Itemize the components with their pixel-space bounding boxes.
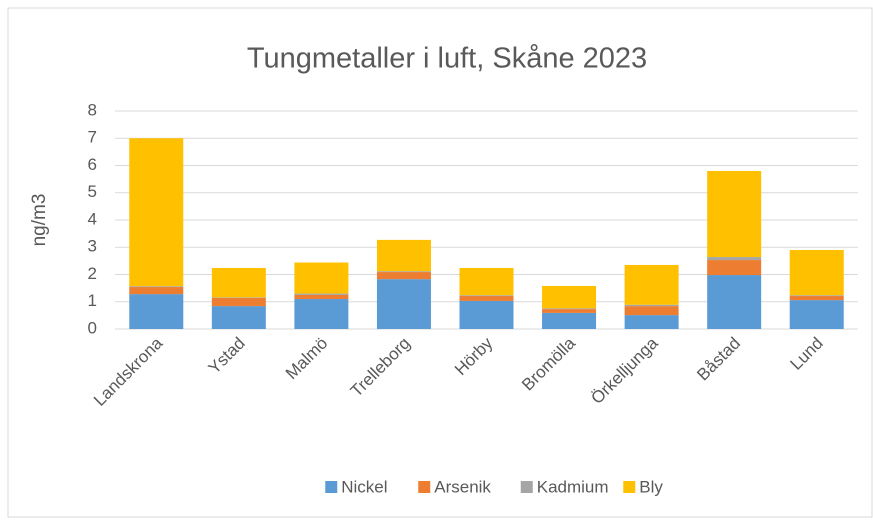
bar-segment: [294, 293, 349, 295]
bar-segment: [294, 262, 349, 294]
bar-segment: [542, 308, 597, 310]
legend-label: Bly: [639, 477, 663, 496]
y-tick-label: 6: [88, 155, 97, 174]
legend-swatch: [418, 481, 431, 493]
y-tick-label: 8: [88, 100, 97, 119]
bar-segment: [624, 264, 679, 305]
bar-segment: [542, 285, 597, 309]
bar-segment: [789, 300, 844, 329]
y-tick-label: 7: [88, 128, 97, 147]
bar-segment: [211, 297, 266, 307]
bar-segment: [707, 170, 762, 258]
bar-segment: [707, 260, 762, 276]
bar-segment: [211, 267, 266, 298]
bar-segment: [294, 294, 349, 300]
bar-segment: [129, 138, 184, 287]
bar-segment: [707, 257, 762, 261]
y-tick-label: 5: [88, 182, 97, 201]
bar-segment: [624, 306, 679, 316]
bar-segment: [459, 296, 514, 301]
bar-segment: [789, 295, 844, 297]
y-tick-label: 0: [88, 318, 97, 337]
bar-segment: [542, 312, 597, 329]
bar-segment: [376, 272, 431, 280]
bar-segment: [789, 296, 844, 301]
bar-segment: [294, 299, 349, 329]
legend-label: Nickel: [341, 477, 387, 496]
bar-segment: [129, 294, 184, 329]
bar-segment: [459, 295, 514, 297]
bar-segment: [376, 271, 431, 273]
bar-segment: [376, 239, 431, 272]
bar-segment: [624, 315, 679, 329]
y-axis-label: ng/m3: [29, 194, 50, 247]
legend-label: Kadmium: [537, 477, 609, 496]
bar-segment: [459, 300, 514, 329]
legend-swatch: [623, 481, 636, 493]
bar-segment: [211, 306, 266, 329]
bar-segment: [789, 249, 844, 296]
legend-swatch: [520, 481, 533, 493]
y-tick-label: 4: [88, 209, 97, 228]
bar-segment: [459, 267, 514, 296]
bar-segment: [129, 287, 184, 295]
bar-segment: [129, 286, 184, 288]
y-tick-label: 3: [88, 237, 97, 256]
chart-title: Tungmetaller i luft, Skåne 2023: [247, 43, 647, 75]
bar-segment: [376, 279, 431, 329]
bar-segment: [707, 275, 762, 329]
y-tick-label: 2: [88, 264, 97, 283]
legend-label: Arsenik: [434, 477, 491, 496]
bar-segment: [624, 304, 679, 307]
bar-segment: [542, 309, 597, 313]
bar-segment: [211, 297, 266, 298]
legend-swatch: [325, 481, 338, 493]
y-tick-label: 1: [88, 291, 97, 310]
